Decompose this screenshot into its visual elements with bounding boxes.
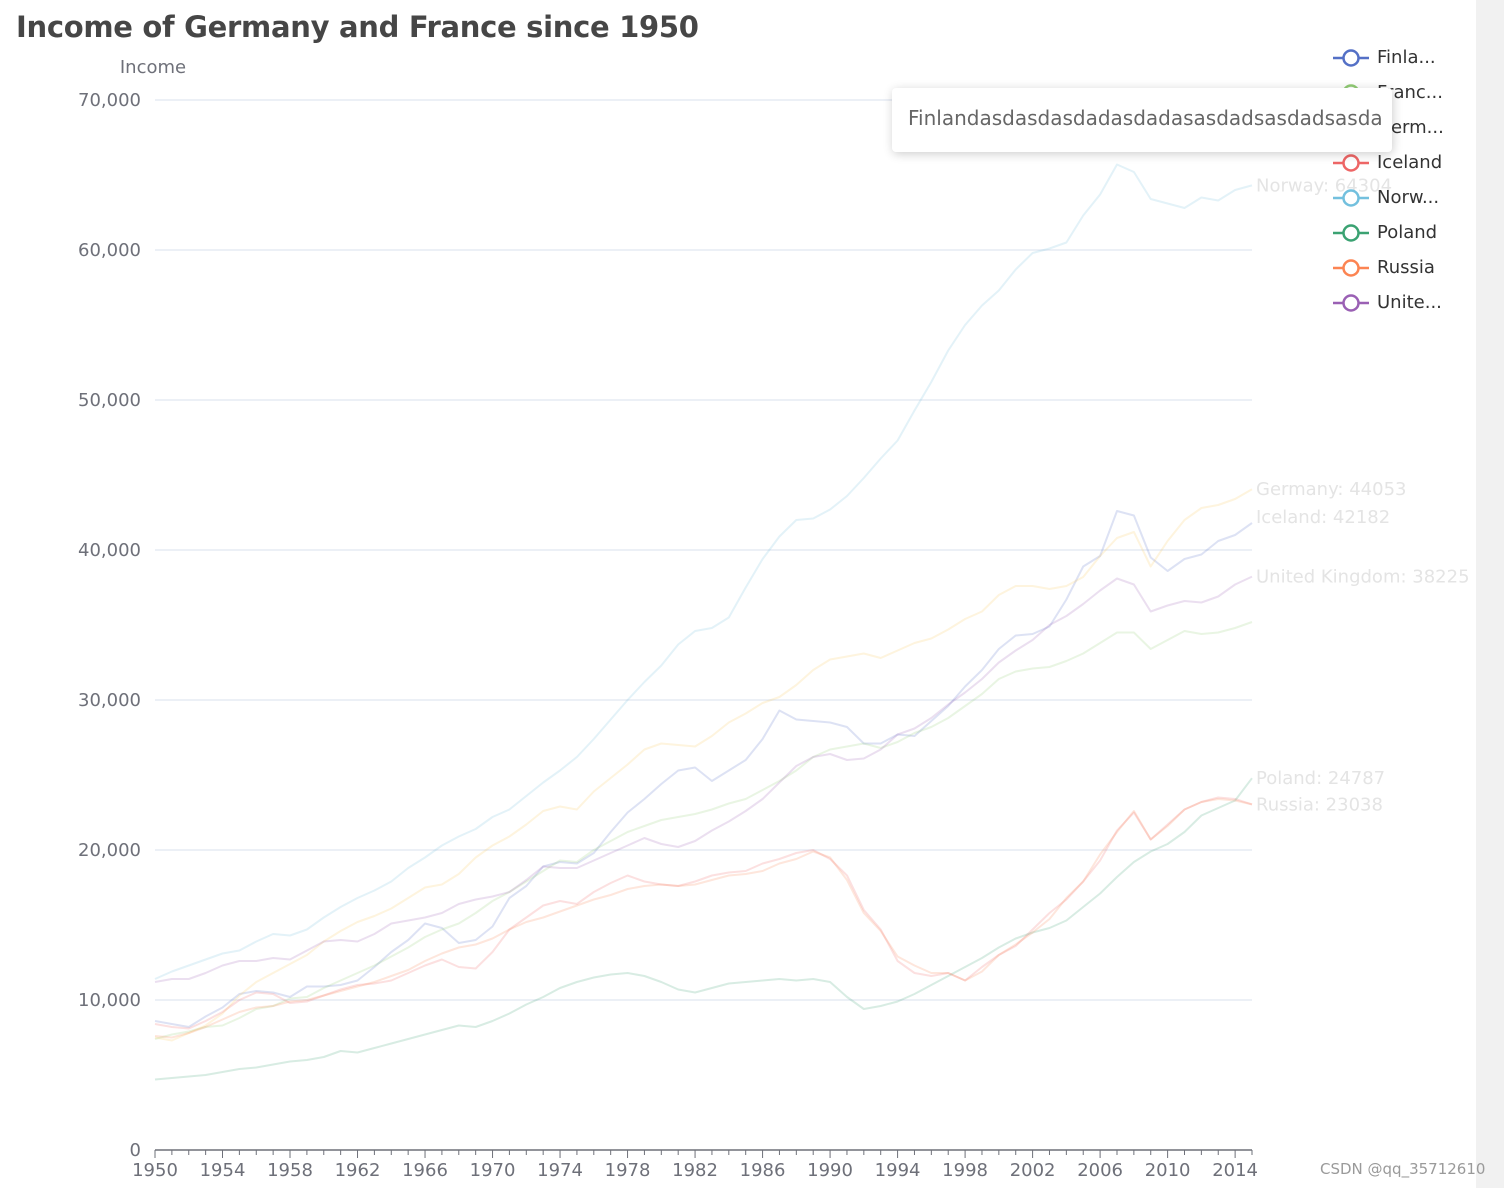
legend-item[interactable]: Unite... (1332, 285, 1462, 320)
series-end-label: Poland: 24787 (1256, 768, 1385, 789)
chart-title: Income of Germany and France since 1950 (16, 10, 699, 44)
x-tick-label: 1962 (335, 1160, 381, 1181)
x-tick-label: 1958 (267, 1160, 313, 1181)
y-tick-label: 0 (130, 1140, 141, 1161)
series-end-label: Germany: 44053 (1256, 479, 1406, 500)
legend-circle-icon (1333, 223, 1369, 242)
grid-lines (155, 99, 1252, 1001)
series-end-label: United Kingdom: 38225 (1256, 567, 1470, 588)
legend: Finla... Franc... Germ... Iceland Norw... Pol… (1332, 40, 1462, 320)
series-line-4[interactable] (154, 163, 1253, 980)
legend-label: Iceland (1377, 152, 1443, 173)
watermark: CSDN @qq_35712610 (1320, 1160, 1486, 1178)
y-tick-label: 40,000 (78, 540, 141, 561)
series-line-1[interactable] (154, 621, 1253, 1040)
y-tick-label: 50,000 (78, 390, 141, 411)
legend-label: Norw... (1377, 187, 1440, 208)
legend-label: Germ... (1377, 117, 1444, 138)
x-tick-label: 1982 (672, 1160, 718, 1181)
legend-item[interactable]: Finla... (1332, 40, 1462, 75)
series-line-3[interactable] (154, 796, 1253, 1030)
series-end-label: Norway: 64304 (1256, 175, 1392, 196)
y-tick-label: 70,000 (78, 90, 141, 111)
series-lines (154, 163, 1253, 1081)
x-tick-label: 1978 (605, 1160, 651, 1181)
legend-label: Unite... (1377, 292, 1442, 313)
series-line-6[interactable] (154, 798, 1253, 1039)
legend-label: Franc... (1377, 82, 1443, 103)
legend-circle-icon (1333, 48, 1369, 67)
scrollbar-track[interactable] (1476, 0, 1504, 1188)
x-tick-label: 2006 (1077, 1160, 1123, 1181)
legend-circle-icon (1333, 153, 1369, 172)
y-axis: 0 10,000 20,000 30,000 40,000 50,000 60,000 70,… (78, 90, 141, 1161)
y-tick-label: 30,000 (78, 690, 141, 711)
x-tick-label: 1990 (807, 1160, 853, 1181)
x-axis: 1950 1954 1958 1962 1966 1970 1974 1978 1982 1986… (132, 1149, 1258, 1181)
x-tick-label: 1950 (132, 1160, 178, 1181)
series-line-5[interactable] (154, 777, 1253, 1081)
legend-label: Poland (1377, 222, 1438, 243)
series-end-label: Iceland: 42182 (1256, 507, 1390, 528)
x-tick-label: 1970 (470, 1160, 516, 1181)
legend-item[interactable]: Russia (1332, 250, 1462, 285)
x-tick-label: 1974 (537, 1160, 583, 1181)
series-end-label: Russia: 23038 (1256, 794, 1383, 815)
x-tick-label: 1966 (402, 1160, 448, 1181)
y-tick-label: 20,000 (78, 840, 141, 861)
legend-circle-icon (1333, 258, 1369, 277)
x-tick-label: 1954 (200, 1160, 246, 1181)
y-tick-label: 60,000 (78, 240, 141, 261)
x-tick-label: 2002 (1010, 1160, 1056, 1181)
legend-label: Finla... (1377, 47, 1436, 68)
legend-item[interactable]: Norw... (1332, 180, 1462, 215)
series-line-2[interactable] (154, 488, 1253, 1042)
y-axis-label: Income (120, 57, 186, 78)
tooltip: Finlandasdasdasdadasdadasasdadsasdadsasd… (892, 88, 1392, 152)
series-line-0[interactable] (154, 510, 1253, 1028)
legend-item[interactable]: Iceland (1332, 145, 1462, 180)
x-tick-label: 2014 (1212, 1160, 1258, 1181)
y-tick-label: 10,000 (78, 990, 141, 1011)
legend-circle-icon (1333, 293, 1369, 312)
end-labels: Germany: 44053 Norway: 64304 Poland: 24787… (1256, 175, 1470, 815)
legend-label: Russia (1377, 257, 1435, 278)
x-tick-label: 1998 (942, 1160, 988, 1181)
legend-item[interactable]: Poland (1332, 215, 1462, 250)
x-tick-label: 1986 (740, 1160, 786, 1181)
series-line-7[interactable] (154, 575, 1253, 983)
x-tick-label: 2010 (1145, 1160, 1191, 1181)
legend-circle-icon (1333, 188, 1369, 207)
x-tick-label: 1994 (875, 1160, 921, 1181)
